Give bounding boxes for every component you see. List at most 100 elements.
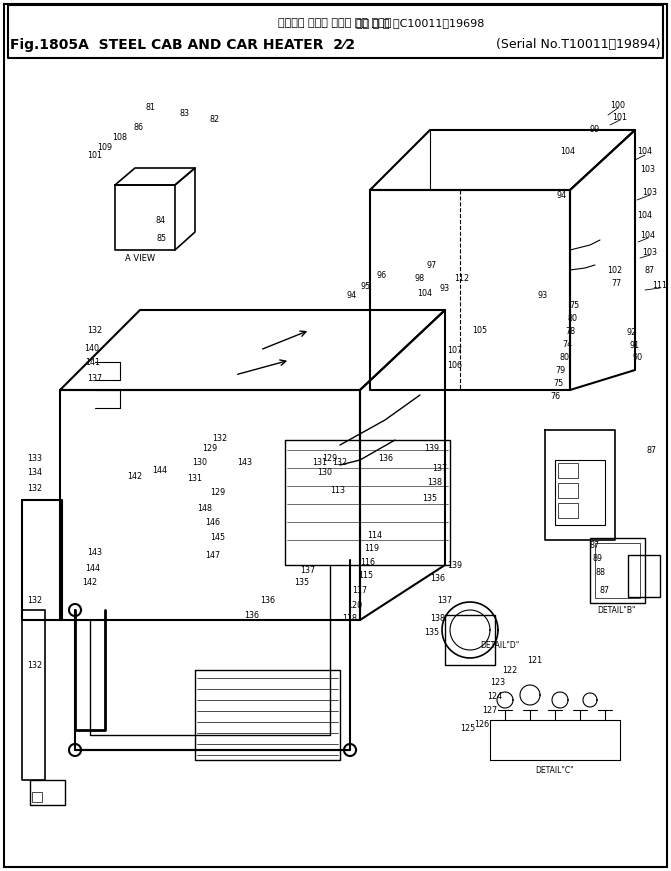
Text: 135: 135	[423, 494, 437, 503]
Text: 100: 100	[611, 100, 625, 110]
Text: 138: 138	[431, 613, 446, 623]
Text: 102: 102	[607, 266, 623, 274]
Text: （適 用 号 機C10011～19698: （適 用 号 機C10011～19698	[356, 18, 484, 28]
Text: 139: 139	[448, 561, 462, 570]
Text: 87: 87	[645, 266, 655, 274]
Text: 104: 104	[641, 231, 656, 240]
Text: 109: 109	[97, 144, 113, 152]
Text: 135: 135	[295, 577, 309, 586]
Text: 105: 105	[472, 326, 488, 334]
Text: 87: 87	[600, 585, 610, 595]
Text: 130: 130	[317, 468, 333, 476]
Text: 127: 127	[482, 706, 498, 714]
Text: 134: 134	[28, 468, 42, 476]
Text: 146: 146	[205, 517, 221, 526]
Text: 115: 115	[358, 571, 374, 579]
Text: 85: 85	[157, 233, 167, 242]
Text: 96: 96	[377, 271, 387, 280]
Text: 112: 112	[454, 273, 470, 282]
Text: 130: 130	[193, 457, 207, 467]
Text: 83: 83	[180, 110, 190, 118]
Text: 139: 139	[425, 443, 440, 453]
Text: 108: 108	[113, 133, 127, 143]
Text: 143: 143	[87, 548, 103, 557]
Text: 104: 104	[560, 147, 576, 157]
Text: 90: 90	[633, 353, 643, 361]
Text: 142: 142	[127, 471, 142, 481]
Bar	[628, 555, 660, 597]
Text: 91: 91	[630, 341, 640, 349]
Text: 111: 111	[652, 280, 668, 289]
Text: 81: 81	[145, 104, 155, 112]
Text: 123: 123	[491, 678, 505, 686]
Text: 114: 114	[368, 530, 382, 539]
Text: 104: 104	[637, 147, 652, 157]
Text: 103: 103	[641, 165, 656, 174]
Text: 86: 86	[133, 124, 143, 132]
Text: 101: 101	[613, 113, 627, 123]
Text: 93: 93	[538, 291, 548, 300]
Text: 140: 140	[85, 343, 99, 353]
Text: 118: 118	[342, 613, 358, 623]
Text: 93: 93	[440, 283, 450, 293]
Text: 101: 101	[87, 151, 103, 159]
Bar	[32, 792, 42, 802]
Text: 132: 132	[28, 596, 42, 604]
Text: 133: 133	[28, 454, 42, 463]
Text: 137: 137	[437, 596, 452, 604]
Text: 129: 129	[203, 443, 217, 453]
Text: 107: 107	[448, 346, 462, 354]
Text: 135: 135	[425, 627, 440, 637]
Text: 97: 97	[427, 260, 437, 269]
Text: 77: 77	[612, 279, 622, 287]
Text: 80: 80	[559, 353, 569, 361]
Bar	[595, 543, 640, 598]
Text: 131: 131	[187, 474, 203, 483]
Text: 75: 75	[570, 300, 580, 309]
Text: 137: 137	[301, 565, 315, 575]
Text: 106: 106	[448, 361, 462, 369]
Text: 136: 136	[431, 573, 446, 583]
Text: 132: 132	[28, 660, 42, 670]
Text: 94: 94	[347, 291, 357, 300]
Text: 120: 120	[348, 600, 362, 610]
Text: 103: 103	[643, 247, 658, 256]
Text: 95: 95	[361, 281, 371, 291]
Text: 137: 137	[432, 463, 448, 472]
Text: 132: 132	[213, 434, 227, 442]
Text: 80: 80	[567, 314, 577, 322]
Text: 75: 75	[553, 379, 563, 388]
Text: 132: 132	[87, 326, 103, 334]
Text: 104: 104	[637, 211, 652, 219]
Text: 136: 136	[260, 596, 276, 604]
Text: 132: 132	[28, 483, 42, 492]
Text: 88: 88	[595, 568, 605, 577]
Text: 144: 144	[152, 465, 168, 475]
Text: 116: 116	[360, 557, 376, 566]
Text: 141: 141	[85, 357, 101, 367]
Text: 132: 132	[332, 457, 348, 467]
Text: 104: 104	[417, 288, 433, 298]
Text: 129: 129	[322, 454, 338, 463]
Text: 144: 144	[85, 564, 101, 572]
Text: 145: 145	[211, 532, 225, 542]
Text: DETAIL"D": DETAIL"D"	[480, 640, 519, 650]
Text: 136: 136	[378, 454, 393, 463]
Bar	[558, 483, 578, 498]
Text: 76: 76	[550, 391, 560, 401]
Text: 89: 89	[593, 553, 603, 563]
Text: Fig.1805A  STEEL CAB AND CAR HEATER  2⁄2: Fig.1805A STEEL CAB AND CAR HEATER 2⁄2	[10, 38, 355, 52]
Text: 126: 126	[474, 719, 490, 728]
Text: 98: 98	[415, 273, 425, 282]
Text: 82: 82	[210, 116, 220, 125]
Text: 92: 92	[627, 327, 637, 336]
Text: 138: 138	[427, 477, 442, 487]
Text: 84: 84	[155, 215, 165, 225]
Text: 113: 113	[331, 485, 346, 495]
Bar	[558, 463, 578, 478]
Text: A VIEW: A VIEW	[125, 253, 155, 262]
Text: 79: 79	[556, 366, 566, 375]
Text: 129: 129	[211, 488, 225, 496]
Text: 78: 78	[565, 327, 575, 335]
Text: 143: 143	[238, 457, 252, 467]
